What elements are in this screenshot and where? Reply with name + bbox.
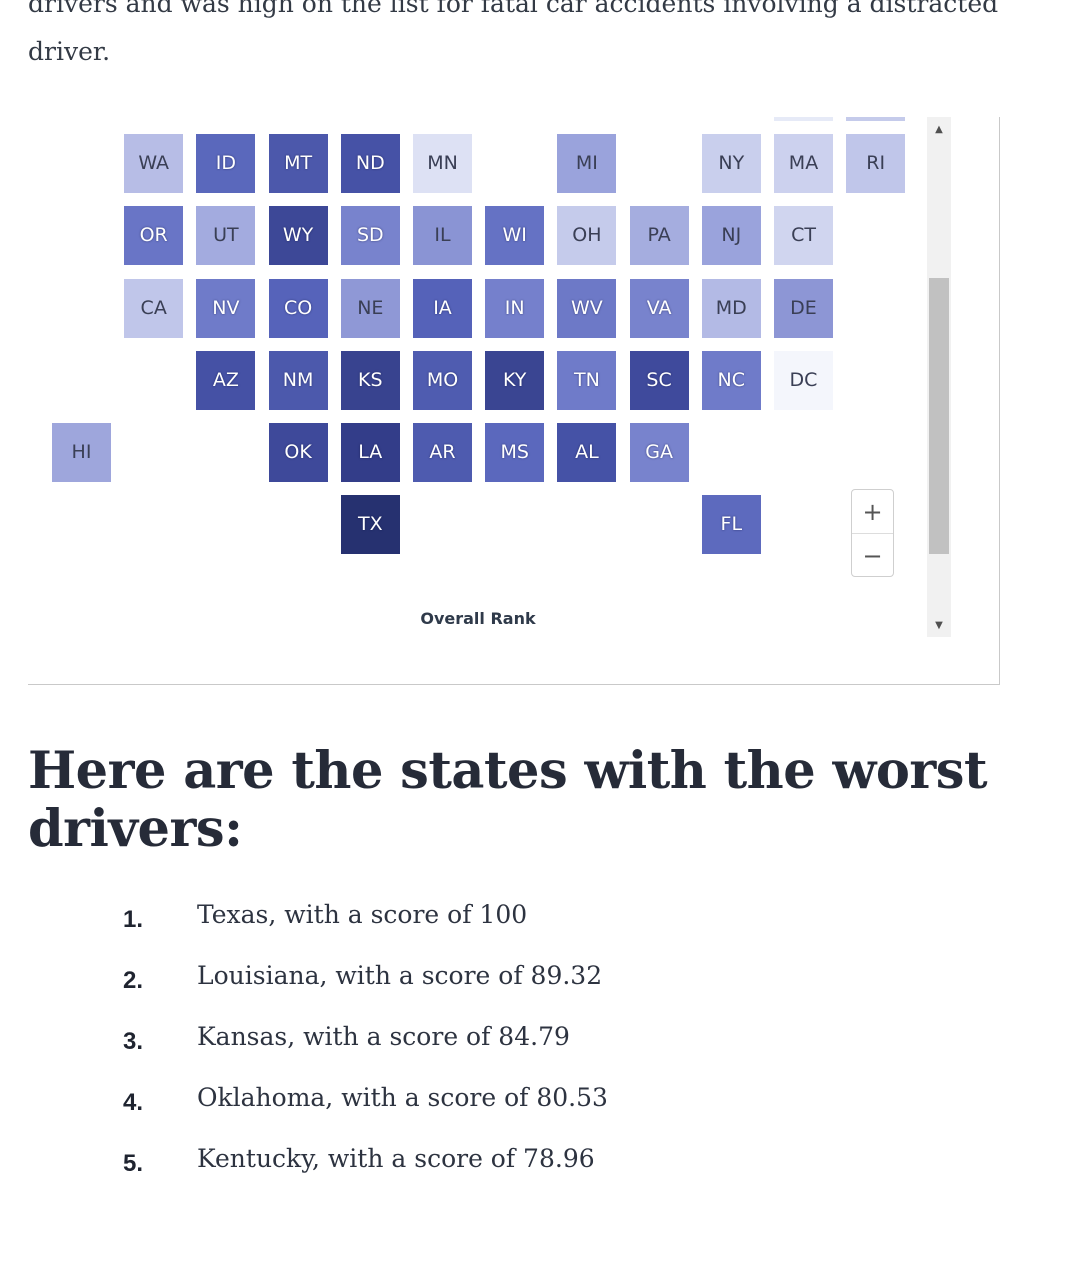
state-tile-ar[interactable]: AR bbox=[413, 423, 472, 482]
list-item-number: 2. bbox=[123, 967, 144, 994]
state-tile-hi[interactable]: HI bbox=[52, 423, 111, 482]
scroll-down-icon[interactable]: ▼ bbox=[935, 619, 943, 631]
list-item-text: Kentucky, with a score of 78.96 bbox=[197, 1144, 595, 1173]
state-tile-ga[interactable]: GA bbox=[629, 423, 689, 482]
state-tile-or[interactable]: OR bbox=[124, 206, 184, 266]
intro-paragraph: drivers and was high on the list for fat… bbox=[28, 0, 999, 66]
state-tile-tx[interactable]: TX bbox=[340, 495, 400, 555]
list-item: 5. Kentucky, with a score of 78.96 bbox=[0, 1144, 900, 1184]
state-tile-ks[interactable]: KS bbox=[340, 350, 400, 410]
state-tile-ia[interactable]: IA bbox=[413, 278, 472, 338]
list-item-number: 1. bbox=[123, 906, 144, 933]
state-tile-wy[interactable]: WY bbox=[268, 206, 328, 266]
list-item-number: 5. bbox=[123, 1150, 144, 1177]
state-tile-fl[interactable]: FL bbox=[701, 495, 761, 555]
list-item: 3. Kansas, with a score of 84.79 bbox=[0, 1022, 900, 1062]
state-tile-ky[interactable]: KY bbox=[485, 350, 545, 410]
list-item-text: Texas, with a score of 100 bbox=[197, 900, 528, 929]
list-item-number: 4. bbox=[123, 1089, 144, 1116]
state-tile-de[interactable]: DE bbox=[774, 278, 833, 338]
state-tile-nv[interactable]: NV bbox=[196, 278, 256, 338]
state-tile-al[interactable]: AL bbox=[557, 423, 617, 482]
list-item-number: 3. bbox=[123, 1028, 144, 1055]
zoom-in-button[interactable]: + bbox=[852, 490, 893, 534]
state-tile-tn[interactable]: TN bbox=[557, 350, 617, 410]
state-tile-co[interactable]: CO bbox=[268, 278, 328, 338]
state-tile-ca[interactable]: CA bbox=[124, 278, 184, 338]
list-item: 1. Texas, with a score of 100 bbox=[0, 900, 900, 940]
state-tile-va[interactable]: VA bbox=[629, 278, 689, 338]
state-tile-dc[interactable]: DC bbox=[774, 350, 833, 410]
state-tile-il[interactable]: IL bbox=[413, 206, 472, 266]
zoom-out-button[interactable]: − bbox=[862, 541, 883, 570]
state-tile-nd[interactable]: ND bbox=[340, 134, 400, 194]
state-tile-nm[interactable]: NM bbox=[268, 350, 328, 410]
state-tile-ne[interactable]: NE bbox=[340, 278, 400, 338]
state-tile-sd[interactable]: SD bbox=[340, 206, 400, 266]
state-tile-nh[interactable]: NH bbox=[846, 117, 906, 121]
state-tile-wa[interactable]: WA bbox=[124, 134, 184, 194]
state-tile-ny[interactable]: NY bbox=[701, 134, 761, 194]
state-tile-nj[interactable]: NJ bbox=[701, 206, 761, 266]
section-heading: Here are the states with the worst drive… bbox=[28, 741, 988, 859]
state-tile-oh[interactable]: OH bbox=[557, 206, 617, 266]
scroll-up-icon[interactable]: ▲ bbox=[935, 123, 943, 135]
scroll-thumb[interactable] bbox=[929, 278, 949, 554]
list-item-text: Louisiana, with a score of 89.32 bbox=[197, 961, 603, 990]
state-tile-ma[interactable]: MA bbox=[774, 134, 833, 194]
list-item: 2. Louisiana, with a score of 89.32 bbox=[0, 961, 900, 1001]
state-tile-ct[interactable]: CT bbox=[774, 206, 833, 266]
state-tile-mn[interactable]: MN bbox=[413, 134, 472, 194]
state-tile-mo[interactable]: MO bbox=[413, 350, 472, 410]
state-tile-la[interactable]: LA bbox=[340, 423, 400, 482]
state-tile-in[interactable]: IN bbox=[485, 278, 545, 338]
state-tile-mi[interactable]: MI bbox=[557, 134, 617, 194]
state-tile-md[interactable]: MD bbox=[701, 278, 761, 338]
list-item-text: Kansas, with a score of 84.79 bbox=[197, 1022, 570, 1051]
list-item-text: Oklahoma, with a score of 80.53 bbox=[197, 1083, 608, 1112]
state-tile-vt[interactable]: VT bbox=[774, 117, 833, 121]
state-tile-ms[interactable]: MS bbox=[485, 423, 545, 482]
map-caption: Overall Rank bbox=[420, 609, 536, 628]
state-tile-sc[interactable]: SC bbox=[629, 350, 689, 410]
state-tile-wi[interactable]: WI bbox=[485, 206, 545, 266]
state-tile-ri[interactable]: RI bbox=[846, 134, 906, 194]
map-scrollbar[interactable]: ▲ ▼ bbox=[927, 117, 951, 637]
state-tile-nc[interactable]: NC bbox=[701, 350, 761, 410]
list-item: 4. Oklahoma, with a score of 80.53 bbox=[0, 1083, 900, 1123]
zoom-control: + − bbox=[851, 489, 894, 577]
state-tile-az[interactable]: AZ bbox=[196, 350, 256, 410]
state-tile-mt[interactable]: MT bbox=[268, 134, 328, 194]
state-tile-ut[interactable]: UT bbox=[196, 206, 256, 266]
state-tile-wv[interactable]: WV bbox=[557, 278, 617, 338]
state-tile-ok[interactable]: OK bbox=[268, 423, 328, 482]
state-tile-id[interactable]: ID bbox=[196, 134, 256, 194]
state-tile-pa[interactable]: PA bbox=[629, 206, 689, 266]
